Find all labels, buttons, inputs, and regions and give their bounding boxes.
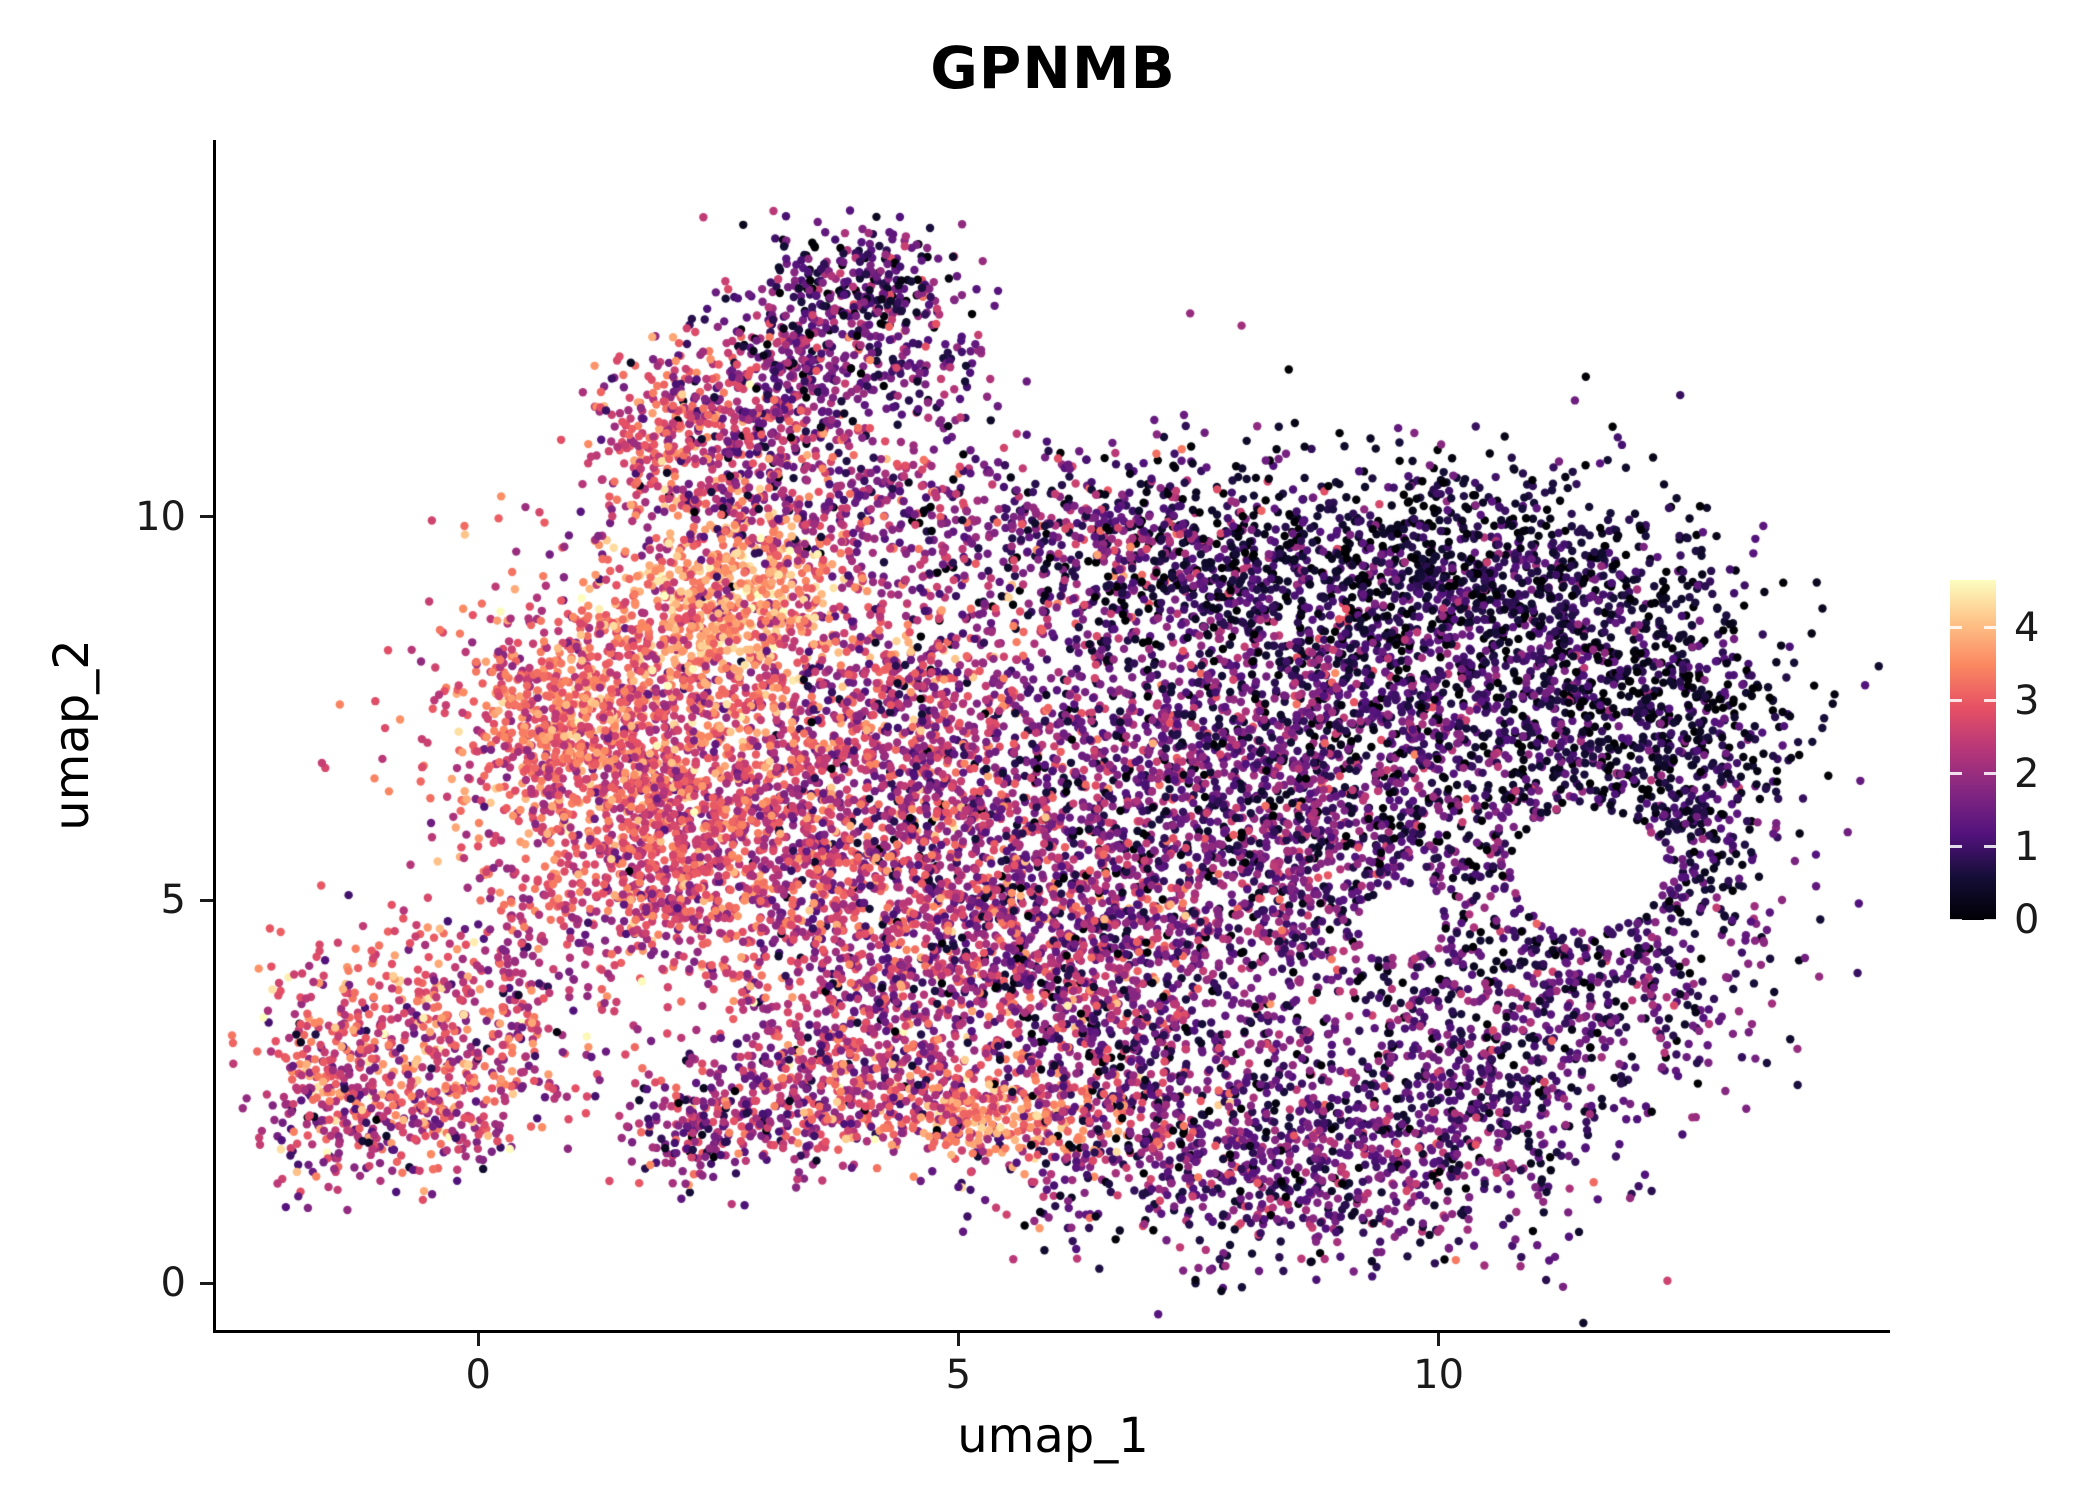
- plot-title: GPNMB: [930, 34, 1176, 102]
- plot-panel: [213, 140, 1890, 1333]
- y-tick-mark: [200, 515, 213, 519]
- y-tick-label: 5: [160, 877, 186, 924]
- colorbar-tick-mark: [1984, 772, 1996, 776]
- x-tick-label: 5: [945, 1352, 972, 1398]
- colorbar-tick-mark: [1984, 845, 1996, 849]
- colorbar-tick-label: 4: [2014, 604, 2040, 651]
- y-tick-label: 10: [135, 493, 186, 540]
- colorbar-tick-mark: [1950, 845, 1962, 849]
- colorbar-tick-label: 1: [2014, 823, 2040, 870]
- x-tick-label: 0: [465, 1352, 491, 1398]
- colorbar-tick-label: 0: [2014, 897, 2040, 943]
- y-tick-mark: [200, 898, 213, 902]
- x-axis-label: umap_1: [957, 1408, 1149, 1464]
- umap-scatter-canvas: [216, 140, 1890, 1330]
- colorbar-tick-mark: [1950, 918, 1962, 922]
- colorbar-tick-label: 3: [2014, 677, 2040, 724]
- colorbar-tick-mark: [1984, 699, 1996, 703]
- colorbar-tick-mark: [1984, 626, 1996, 630]
- y-axis-label: umap_2: [44, 639, 100, 831]
- colorbar-tick-label: 2: [2014, 750, 2040, 797]
- x-tick-mark: [956, 1333, 960, 1346]
- colorbar-gradient: [1950, 580, 1996, 920]
- x-tick-mark: [1437, 1333, 1441, 1346]
- colorbar-tick-mark: [1950, 699, 1962, 703]
- colorbar-tick-mark: [1950, 772, 1962, 776]
- x-tick-label: 10: [1413, 1352, 1465, 1398]
- y-tick-mark: [200, 1281, 213, 1285]
- colorbar-tick-mark: [1950, 626, 1962, 630]
- y-tick-label: 0: [160, 1260, 186, 1307]
- x-tick-mark: [476, 1333, 480, 1346]
- colorbar-tick-mark: [1984, 918, 1996, 922]
